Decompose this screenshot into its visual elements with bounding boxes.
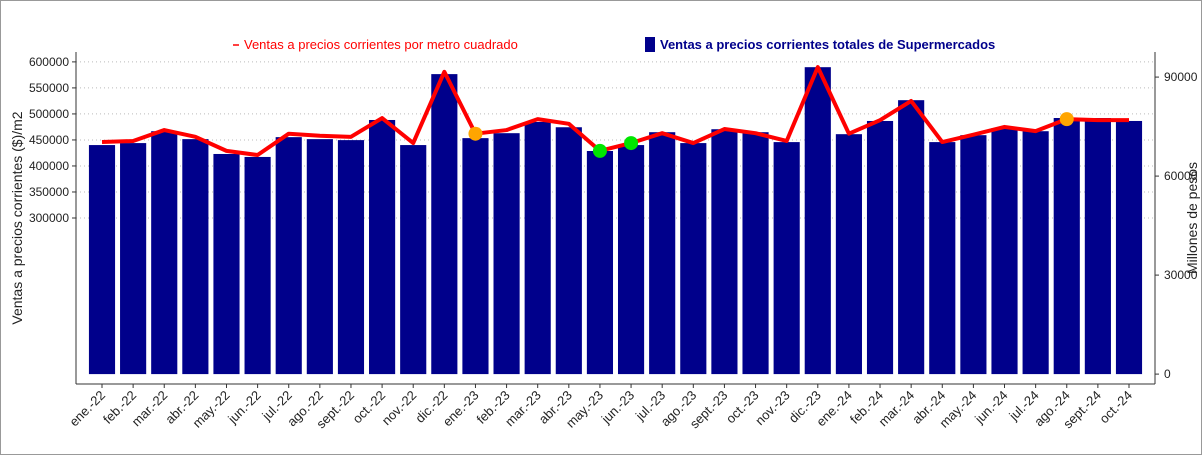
highlight-point [624, 136, 639, 151]
bar [711, 129, 738, 375]
highlight-point [592, 143, 607, 158]
bar [773, 142, 800, 375]
bar [1022, 131, 1049, 375]
bar [493, 133, 520, 375]
bar [835, 134, 862, 375]
bar [306, 139, 333, 375]
bar [462, 138, 489, 375]
bar [431, 74, 458, 375]
x-tick-label: oct.-24 [1096, 388, 1135, 427]
bar [649, 132, 676, 375]
bar [369, 119, 396, 375]
bar [213, 153, 240, 375]
y-tick-label: 450000 [29, 133, 69, 147]
bar [275, 137, 302, 375]
legend-swatch [645, 37, 655, 52]
bar [804, 67, 831, 375]
x-tick-label: nov.-22 [379, 388, 420, 429]
y-tick-label: 400000 [29, 159, 69, 173]
x-tick-label: jun.-22 [224, 388, 263, 427]
bar [182, 139, 209, 375]
bar [898, 100, 925, 375]
y2-tick-label: 90000 [1164, 70, 1198, 84]
x-tick-label: ene.-22 [66, 388, 108, 430]
x-tick-label: jun.-23 [598, 388, 637, 427]
x-tick-label: nov.-23 [752, 388, 793, 429]
y-tick-label: 500000 [29, 107, 69, 121]
bar [866, 120, 894, 375]
bar [742, 132, 769, 375]
bar [400, 145, 427, 375]
bar [680, 143, 707, 375]
bar [586, 151, 614, 375]
y2-tick-label: 60000 [1164, 169, 1198, 183]
bar [1084, 118, 1111, 375]
bar [991, 128, 1018, 375]
y2-tick-label: 30000 [1164, 268, 1198, 282]
y-tick-label: 300000 [29, 211, 69, 225]
bar [524, 121, 551, 375]
y-tick-label: 350000 [29, 185, 69, 199]
bar [1053, 118, 1080, 375]
bar [151, 131, 178, 375]
legend-label: Ventas a precios corrientes por metro cu… [244, 37, 518, 52]
y-axis-label: Ventas a precios corrientes ($)/m2 [9, 111, 25, 324]
bar [88, 145, 116, 375]
bar [617, 145, 645, 375]
y-tick-label: 550000 [29, 81, 69, 95]
bar [120, 143, 147, 375]
legend-label: Ventas a precios corrientes totales de S… [660, 37, 995, 52]
bar [555, 127, 582, 375]
highlight-point [468, 126, 483, 141]
bar [337, 140, 365, 375]
bar [244, 156, 271, 375]
line [101, 65, 1129, 158]
highlight-point [1059, 112, 1074, 127]
bar [1115, 120, 1143, 375]
y-tick-label: 600000 [29, 55, 69, 69]
bar [929, 142, 956, 375]
x-tick-label: jun.-24 [971, 388, 1010, 427]
y2-axis-label: Millones de pesos [1184, 162, 1200, 274]
y2-tick-label: 0 [1164, 367, 1171, 381]
bar [960, 135, 987, 375]
